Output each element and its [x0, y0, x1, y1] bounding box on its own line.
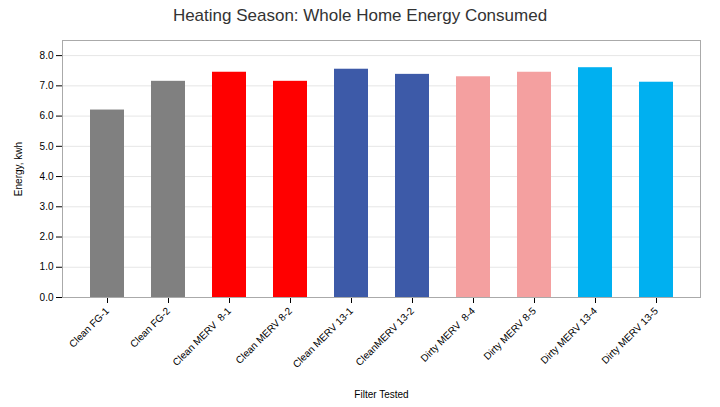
svg-text:8.0: 8.0 — [40, 50, 54, 61]
svg-text:Dirty MERV 13-4: Dirty MERV 13-4 — [538, 305, 599, 366]
svg-text:Clean FG-1: Clean FG-1 — [67, 305, 112, 350]
svg-text:Clean FG-2: Clean FG-2 — [128, 305, 173, 350]
svg-text:Clean MERV 8-1: Clean MERV 8-1 — [170, 305, 233, 368]
svg-text:CleanMERV 13-2: CleanMERV 13-2 — [353, 305, 416, 368]
svg-text:Dirty MERV 13-5: Dirty MERV 13-5 — [599, 305, 660, 366]
svg-text:Dirty MERV 8-4: Dirty MERV 8-4 — [418, 305, 477, 364]
svg-text:Dirty MERV 8-5: Dirty MERV 8-5 — [481, 305, 538, 362]
svg-text:6.0: 6.0 — [40, 110, 54, 121]
svg-text:7.0: 7.0 — [40, 80, 54, 91]
svg-text:2.0: 2.0 — [40, 231, 54, 242]
svg-text:Clean MERV 8-2: Clean MERV 8-2 — [233, 305, 294, 366]
svg-text:5.0: 5.0 — [40, 141, 54, 152]
svg-text:1.0: 1.0 — [40, 261, 54, 272]
svg-text:4.0: 4.0 — [40, 171, 54, 182]
html-text:Heating Season: Whole Home Ene: Heating Season: Whole Home Energy Consum… — [172, 6, 548, 25]
svg-text:Filter Tested: Filter Tested — [354, 389, 408, 400]
svg-text:Energy, kwh: Energy, kwh — [13, 142, 24, 196]
svg-text:3.0: 3.0 — [40, 201, 54, 212]
svg-text:Clean MERV 13-1: Clean MERV 13-1 — [291, 305, 356, 370]
svg-text:0.0: 0.0 — [40, 292, 54, 303]
